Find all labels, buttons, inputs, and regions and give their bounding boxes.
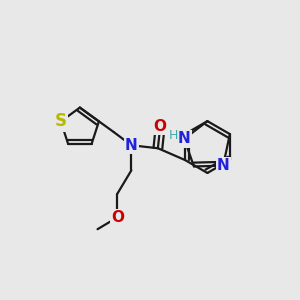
Text: S: S (55, 112, 67, 130)
Text: N: N (217, 158, 230, 173)
Text: O: O (154, 118, 167, 134)
Text: O: O (111, 210, 124, 225)
Text: H: H (169, 129, 178, 142)
Text: N: N (178, 131, 190, 146)
Text: N: N (125, 138, 138, 153)
